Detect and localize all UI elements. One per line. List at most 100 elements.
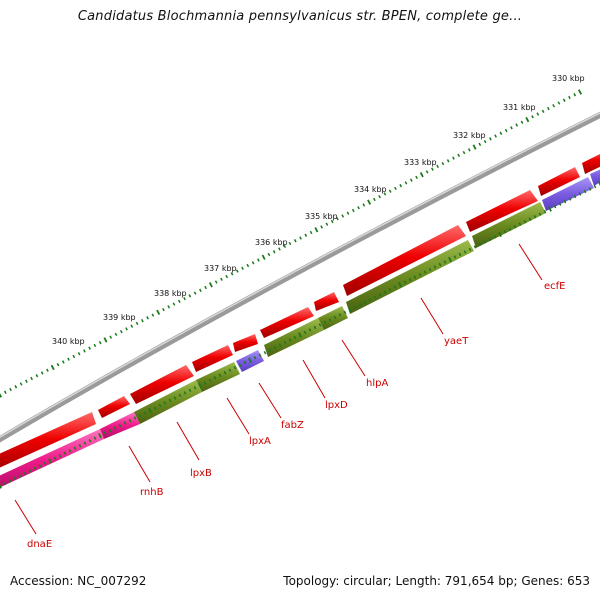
tick-mark (453, 255, 457, 259)
tick-mark (557, 101, 561, 105)
tick-mark (431, 167, 434, 171)
tick-mark (348, 307, 352, 313)
tick-mark (208, 378, 212, 382)
tick-mark (408, 277, 412, 282)
accession-label: Accession: NC_007292 (10, 574, 147, 588)
tick-mark (63, 451, 67, 455)
leader-dnaE (14, 499, 37, 535)
kbp-labels: 330 kbp 331 kbp 332 kbp 333 kbp 334 kbp … (52, 74, 585, 346)
tick-mark (483, 240, 487, 244)
tick-mark (346, 211, 350, 215)
feature-forward (192, 345, 233, 372)
tick-mark (394, 186, 397, 191)
tick-label-332: 332 kbp (453, 131, 486, 140)
tick-mark (25, 379, 28, 383)
gene-label-hlpA: hlpA (366, 378, 388, 389)
tick-mark (383, 290, 387, 294)
tick-mark (23, 471, 27, 476)
tick-mark (188, 294, 192, 298)
feature-forward (466, 190, 538, 232)
tick-label-335: 335 kbp (305, 212, 338, 221)
feature-forward (233, 334, 258, 352)
tick-mark (130, 324, 134, 328)
tick-mark (19, 382, 23, 386)
tick-mark (193, 291, 197, 295)
tick-mark (553, 204, 557, 209)
tick-mark (510, 126, 513, 130)
tick-mark (468, 247, 472, 252)
tick-mark (138, 413, 142, 418)
tick-mark (204, 285, 207, 290)
tick-mark (436, 164, 439, 169)
feature-rrna (590, 169, 600, 186)
tick-mark (243, 360, 247, 365)
feature-forward (538, 167, 580, 196)
leader-ecfE (518, 243, 543, 281)
reverse-strand-track (0, 169, 600, 488)
gene-label-rnhB: rnhB (140, 487, 164, 498)
tick-mark (98, 340, 102, 345)
tick-mark (43, 461, 47, 466)
tick-mark (3, 481, 7, 486)
tick-mark (357, 206, 360, 210)
tick-mark (48, 458, 52, 464)
tick-mark (478, 142, 482, 147)
tick-mark (309, 230, 313, 235)
tick-mark (363, 300, 367, 304)
map-title: Candidatus Blochmannia pennsylvanicus st… (77, 9, 523, 24)
tick-mark (393, 285, 397, 289)
tick-mark (388, 288, 392, 292)
tick-mark (148, 407, 152, 414)
tick-mark (30, 376, 33, 381)
leader-rnhB (128, 445, 151, 483)
tick-mark (478, 242, 482, 247)
tick-mark (83, 349, 86, 353)
tick-mark (238, 363, 242, 367)
tick-mark (248, 357, 252, 363)
tick-mark (135, 321, 139, 326)
tick-mark (368, 298, 372, 302)
tick-mark (168, 398, 172, 403)
tick-mark (163, 401, 167, 405)
tick-mark (333, 315, 337, 320)
tick-mark (119, 329, 123, 334)
tick-mark (283, 244, 287, 248)
tick-mark (523, 220, 527, 224)
tick-mark (72, 354, 76, 359)
tick-mark (562, 98, 566, 102)
gene-leader-lines (14, 243, 543, 535)
tick-label-339: 339 kbp (103, 313, 136, 322)
tick-mark (173, 396, 177, 400)
tick-mark (133, 416, 137, 420)
tick-mark (109, 335, 113, 339)
tick-mark (153, 406, 157, 410)
tick-mark (293, 335, 297, 340)
tick-mark (158, 403, 162, 408)
tick-mark (288, 241, 292, 246)
tick-mark (457, 153, 461, 158)
tick-mark (118, 423, 122, 428)
tick-mark (218, 373, 222, 377)
tick-mark (38, 464, 42, 468)
tick-mark (473, 245, 477, 249)
tick-mark (56, 363, 60, 367)
gene-label-yaeT: yaeT (444, 336, 469, 347)
feature-forward (343, 225, 466, 296)
tick-mark (353, 305, 357, 310)
tick-mark (533, 215, 537, 219)
outer-tick-ring (0, 89, 582, 398)
leader-lpxD (302, 359, 326, 399)
tick-mark (228, 368, 232, 372)
tick-label-338: 338 kbp (154, 289, 187, 298)
tick-mark (520, 120, 524, 124)
tick-mark (3, 390, 7, 394)
tick-mark (283, 340, 287, 345)
tick-mark (373, 295, 377, 299)
tick-mark (419, 171, 424, 178)
tick-mark (188, 388, 192, 393)
tick-mark (351, 208, 355, 213)
feature-forward (98, 396, 130, 418)
tick-mark (358, 303, 362, 307)
inner-tick-ring (0, 181, 600, 489)
tick-mark (172, 302, 176, 306)
